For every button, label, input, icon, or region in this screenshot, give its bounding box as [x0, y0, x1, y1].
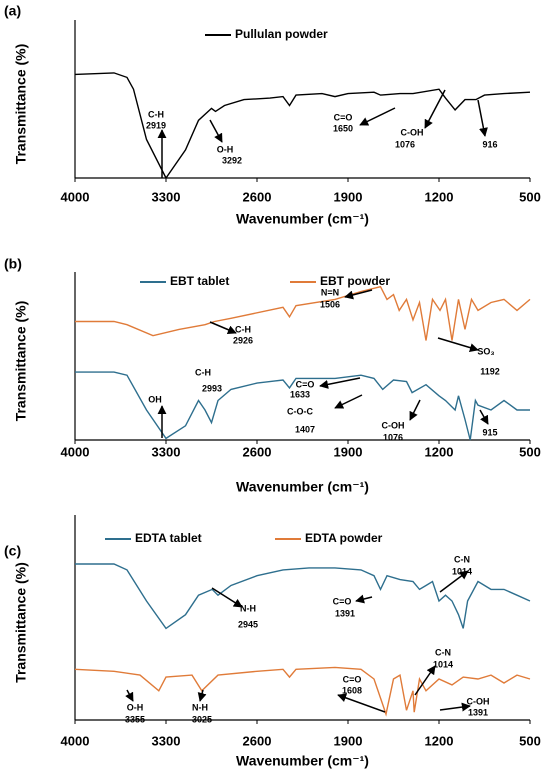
annotation-label: C-H	[148, 109, 164, 119]
x-tick-label: 4000	[61, 444, 90, 459]
annotation-wavenumber: 915	[482, 427, 497, 437]
annotation-wavenumber: 3292	[222, 155, 242, 165]
annotation-label: C-OH	[401, 127, 424, 137]
annotation-label: O-H	[127, 702, 144, 712]
spectrum-line	[75, 285, 531, 341]
annotation-wavenumber: 3355	[125, 714, 145, 724]
y-axis-title: Transmittance (%)	[13, 44, 29, 165]
annotation-arrow	[209, 119, 223, 143]
y-axis-title: Transmittance (%)	[13, 562, 29, 683]
annotation-arrow	[211, 587, 243, 608]
panel-label: (b)	[4, 256, 22, 272]
x-axis-title: Wavenumber (cm⁻¹)	[236, 211, 369, 227]
annotation-wavenumber: 1650	[333, 123, 353, 133]
x-tick-label: 500	[519, 189, 541, 204]
x-tick-label: 3300	[152, 189, 181, 204]
annotation-label: C-N	[454, 554, 470, 564]
legend-label: EBT powder	[320, 274, 390, 288]
x-tick-label: 1200	[425, 189, 454, 204]
annotation-label: C=O	[334, 112, 353, 122]
x-tick-label: 4000	[61, 733, 90, 748]
annotation-wavenumber: 1608	[342, 685, 362, 695]
annotation-arrow	[344, 289, 373, 300]
annotation-arrow	[424, 89, 446, 129]
annotation-label: C-O-C	[287, 406, 313, 416]
spectrum-line	[75, 371, 530, 441]
annotation-arrow	[359, 107, 396, 126]
spectrum-line	[74, 666, 531, 717]
annotation-arrow	[337, 693, 386, 713]
annotation-wavenumber: 3025	[192, 714, 212, 724]
x-tick-label: 2600	[243, 444, 272, 459]
annotation-arrow	[334, 394, 363, 409]
annotation-wavenumber: 1407	[295, 424, 315, 434]
annotation-label: C-H	[195, 367, 211, 377]
annotation-label: O-H	[217, 144, 234, 154]
x-tick-label: 1900	[334, 444, 363, 459]
annotation-wavenumber: 1506	[320, 299, 340, 309]
x-tick-label: 2600	[243, 733, 272, 748]
x-tick-label: 4000	[61, 189, 90, 204]
legend-label: EDTA tablet	[135, 531, 202, 545]
spectrum-line	[74, 72, 531, 180]
x-axis-title: Wavenumber (cm⁻¹)	[236, 753, 369, 769]
x-tick-label: 500	[519, 733, 541, 748]
annotation-wavenumber: 1076	[395, 139, 415, 149]
annotation-arrow	[439, 702, 471, 712]
legend-label: EDTA powder	[305, 531, 383, 545]
panel-label: (a)	[4, 3, 21, 19]
annotation-label: C-OH	[382, 420, 405, 430]
annotation-label: C-OH	[467, 696, 490, 706]
annotation-label: C=O	[333, 596, 352, 606]
annotation-arrow	[125, 689, 134, 702]
annotation-arrow	[439, 570, 469, 593]
annotation-wavenumber: 2945	[238, 619, 258, 629]
legend-label: EBT tablet	[170, 274, 229, 288]
annotation-wavenumber: 1391	[468, 707, 488, 717]
annotation-label: N-H	[192, 702, 208, 712]
spectrum-line	[75, 563, 531, 630]
annotation-wavenumber: 2919	[146, 120, 166, 130]
annotation-arrow	[197, 689, 207, 702]
annotation-arrow	[209, 321, 237, 334]
x-tick-label: 1900	[334, 189, 363, 204]
annotation-wavenumber: 1076	[383, 432, 403, 442]
x-tick-label: 2600	[243, 189, 272, 204]
annotation-label: N-H	[240, 603, 256, 613]
annotation-arrow	[409, 399, 421, 421]
annotation-wavenumber: 2993	[202, 383, 222, 393]
panel-label: (c)	[4, 543, 21, 559]
x-tick-label: 3300	[152, 444, 181, 459]
annotation-label: C-N	[435, 647, 451, 657]
annotation-wavenumber: 1192	[480, 366, 500, 376]
annotation-arrow	[319, 377, 361, 389]
annotation-label: C=O	[343, 674, 362, 684]
x-tick-label: 1900	[334, 733, 363, 748]
annotation-wavenumber: 1391	[335, 608, 355, 618]
annotation-wavenumber: 916	[482, 139, 497, 149]
x-tick-label: 3300	[152, 733, 181, 748]
x-tick-label: 1200	[425, 733, 454, 748]
annotation-arrow	[479, 409, 489, 425]
annotation-arrow	[437, 337, 479, 352]
annotation-label: N=N	[321, 287, 339, 297]
x-tick-label: 500	[519, 444, 541, 459]
annotation-wavenumber: 2926	[233, 335, 253, 345]
annotation-arrow	[355, 594, 373, 604]
annotation-label: C-H	[235, 324, 251, 334]
y-axis-title: Transmittance (%)	[13, 301, 29, 422]
annotation-wavenumber: 1014	[433, 659, 453, 669]
annotation-wavenumber: 1633	[290, 389, 310, 399]
legend-label: Pullulan powder	[235, 27, 328, 41]
annotation-label: OH	[148, 394, 162, 404]
x-axis-title: Wavenumber (cm⁻¹)	[236, 479, 369, 495]
x-tick-label: 1200	[425, 444, 454, 459]
annotation-label: SO₃	[477, 346, 494, 356]
annotation-label: C=O	[296, 379, 315, 389]
annotation-arrow	[477, 99, 488, 137]
annotation-arrow	[414, 665, 436, 696]
